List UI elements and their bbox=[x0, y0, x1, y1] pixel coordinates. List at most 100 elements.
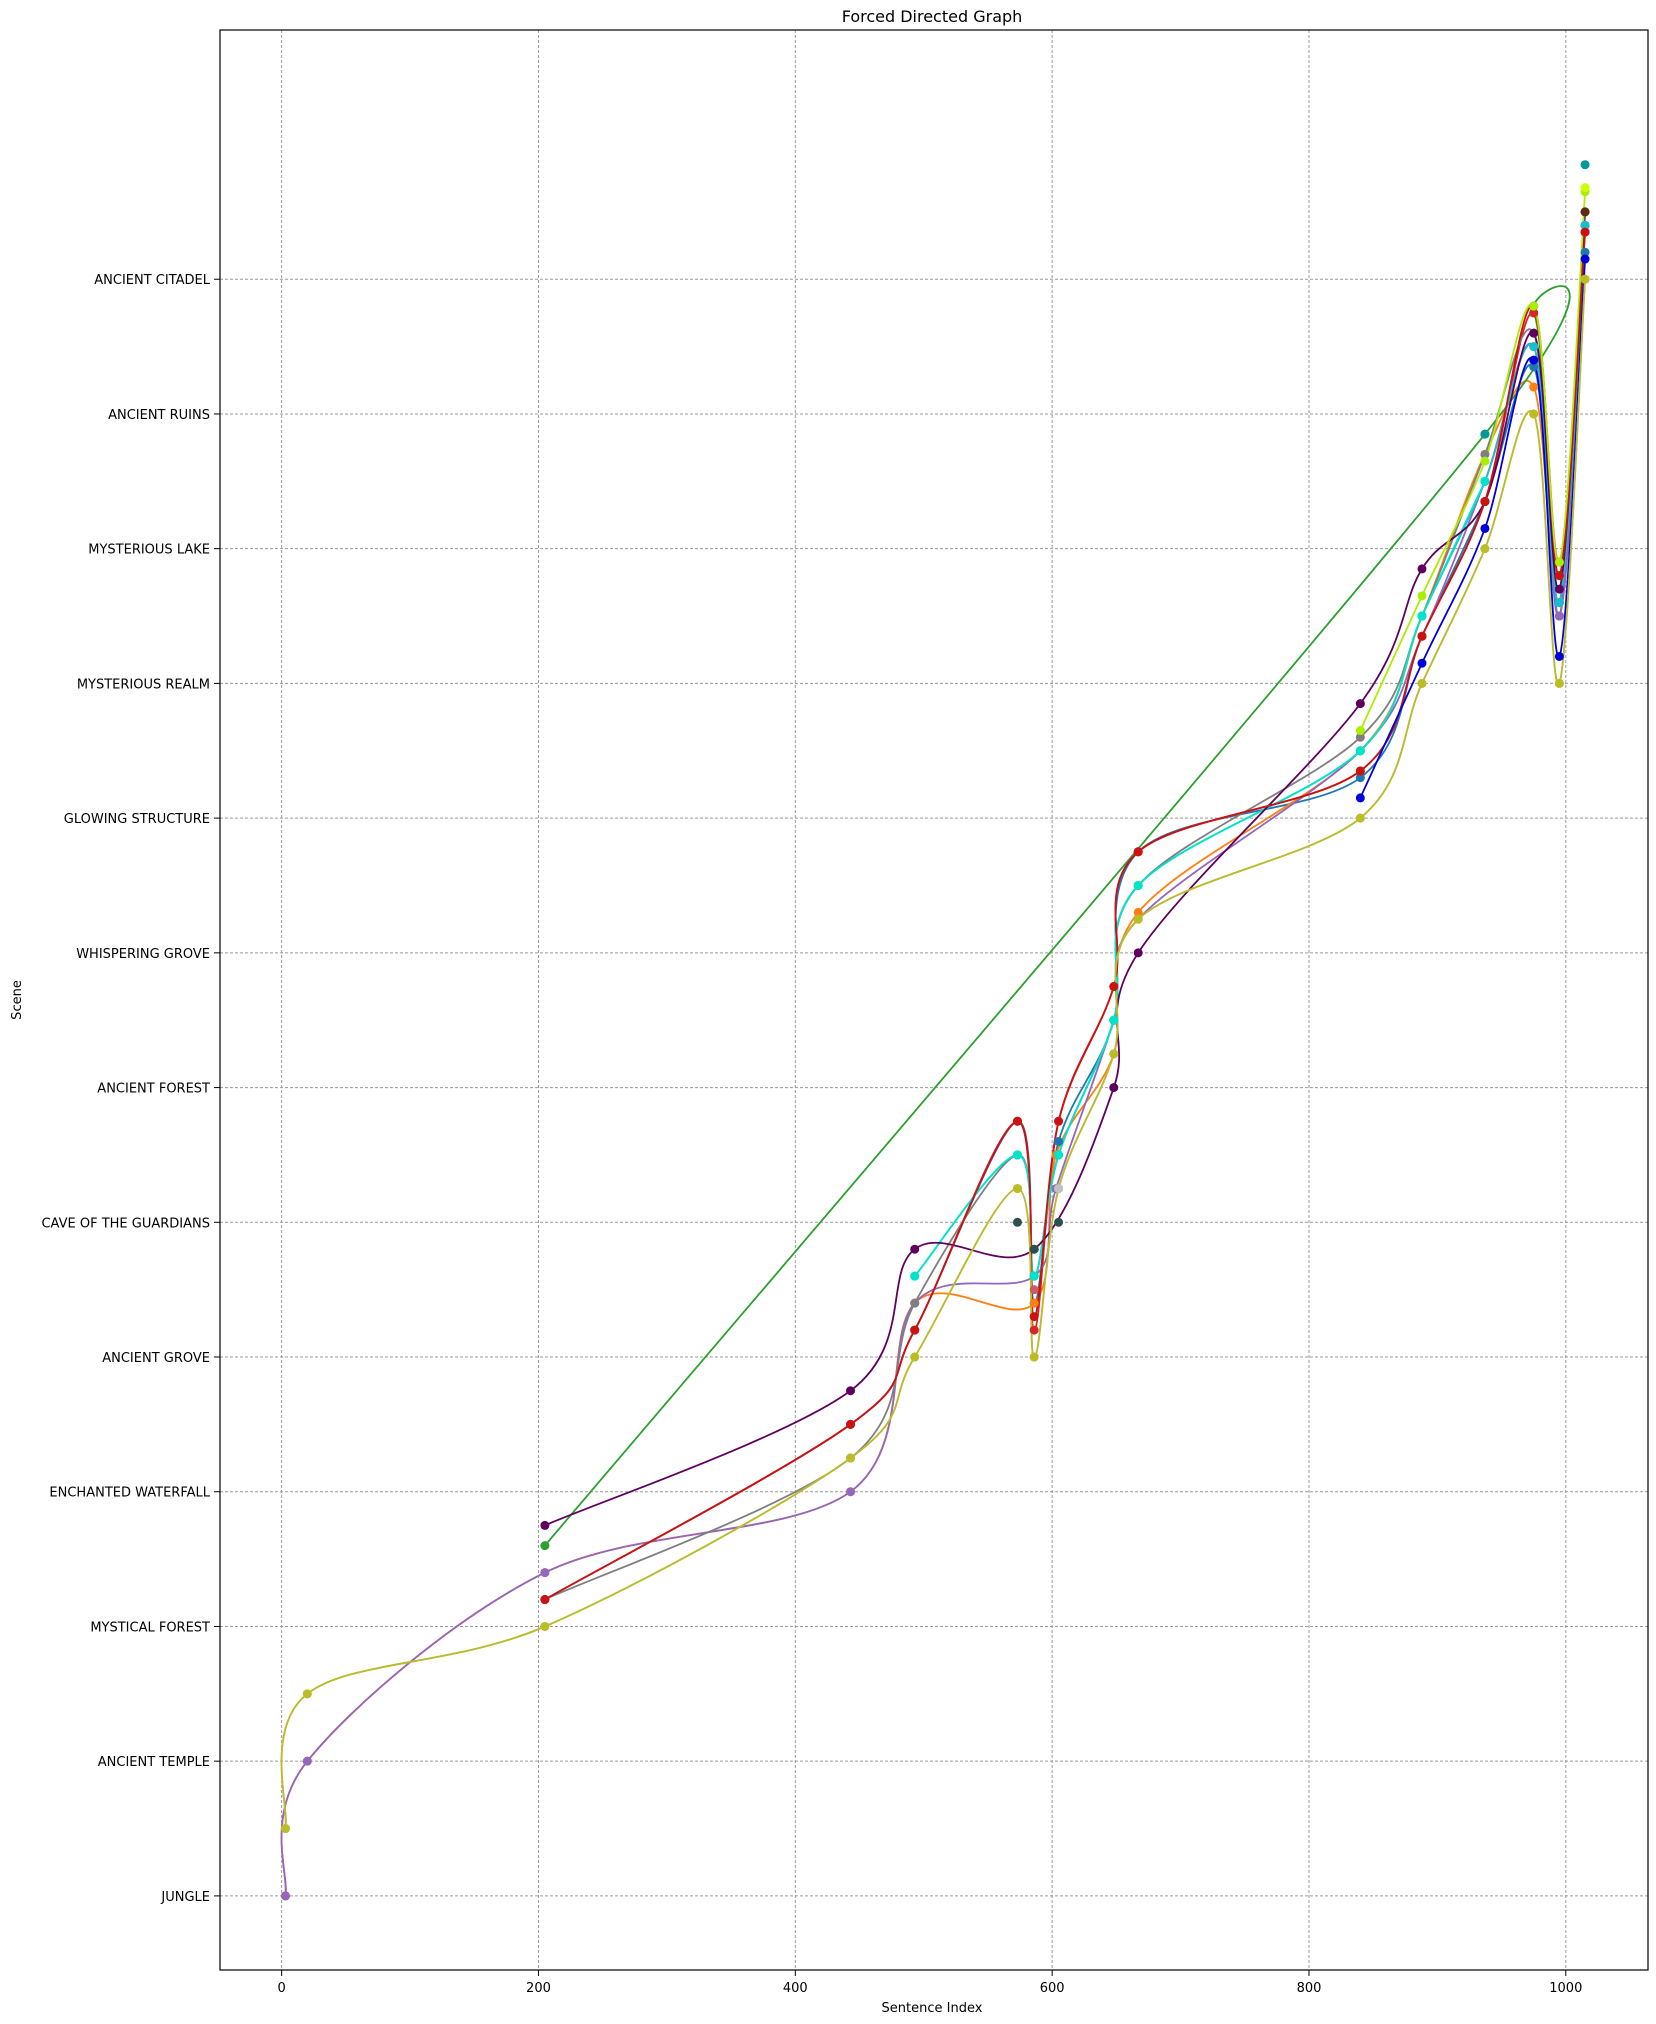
x-tick-label: 600 bbox=[1040, 1981, 1065, 1996]
data-point bbox=[1133, 847, 1143, 857]
data-point bbox=[1580, 183, 1590, 193]
data-point bbox=[1554, 571, 1564, 581]
data-point bbox=[1109, 1015, 1119, 1025]
data-point bbox=[1417, 631, 1427, 641]
data-point bbox=[1480, 429, 1490, 439]
data-point bbox=[1480, 497, 1490, 507]
data-point bbox=[1012, 1217, 1022, 1227]
data-point bbox=[1580, 247, 1590, 257]
x-axis: 0 200 400 600 800 1000 bbox=[277, 1970, 1582, 1996]
data-point bbox=[1355, 773, 1365, 783]
series-line-5 bbox=[544, 225, 1586, 1601]
data-point bbox=[1529, 308, 1539, 318]
data-point bbox=[1109, 1083, 1119, 1093]
data-point bbox=[1554, 557, 1564, 567]
data-point bbox=[1029, 1298, 1039, 1308]
data-point bbox=[540, 1568, 550, 1578]
x-tick-label: 1000 bbox=[1549, 1981, 1582, 1996]
data-point bbox=[1029, 1271, 1039, 1281]
plot-frame bbox=[219, 29, 1649, 1971]
data-point bbox=[846, 1419, 856, 1429]
data-point bbox=[540, 1621, 550, 1631]
data-point bbox=[1529, 362, 1539, 372]
y-tick-label: JUNGLE bbox=[160, 1890, 210, 1905]
data-point bbox=[846, 1386, 856, 1396]
data-point bbox=[1133, 880, 1143, 890]
data-point bbox=[1480, 544, 1490, 554]
series-line-8 bbox=[544, 211, 1586, 1527]
data-point bbox=[1529, 342, 1539, 352]
data-point bbox=[302, 1756, 312, 1766]
data-point bbox=[1580, 274, 1590, 284]
data-point bbox=[1054, 1217, 1064, 1227]
data-point bbox=[1109, 1049, 1119, 1059]
data-point bbox=[1029, 1244, 1039, 1254]
data-point bbox=[1355, 746, 1365, 756]
series-line-2 bbox=[544, 225, 1586, 1547]
y-tick-label: GLOWING STRUCTURE bbox=[64, 812, 210, 827]
data-point bbox=[1012, 1150, 1022, 1160]
x-axis-title: Sentence Index bbox=[882, 2001, 983, 2016]
x-tick-label: 400 bbox=[783, 1981, 808, 1996]
y-tick-label: ANCIENT GROVE bbox=[102, 1351, 210, 1366]
data-point bbox=[1554, 584, 1564, 594]
data-point bbox=[1417, 564, 1427, 574]
data-point bbox=[910, 1244, 920, 1254]
y-tick-label: ANCIENT CITADEL bbox=[94, 273, 211, 288]
x-tick-label: 200 bbox=[526, 1981, 551, 1996]
data-point bbox=[1029, 1325, 1039, 1335]
data-point bbox=[1580, 160, 1590, 170]
y-tick-label: ANCIENT RUINS bbox=[108, 408, 210, 423]
data-point bbox=[540, 1595, 550, 1605]
data-point bbox=[280, 1824, 290, 1834]
data-point bbox=[1029, 1312, 1039, 1322]
data-point bbox=[1417, 611, 1427, 621]
series-line-12 bbox=[280, 279, 1586, 1829]
data-point bbox=[1529, 409, 1539, 419]
data-point bbox=[1355, 726, 1365, 736]
y-tick-label: MYSTERIOUS REALM bbox=[77, 677, 210, 692]
data-point bbox=[1480, 456, 1490, 466]
y-tick-label: ENCHANTED WATERFALL bbox=[49, 1486, 210, 1501]
data-point bbox=[1355, 699, 1365, 709]
data-point bbox=[1554, 611, 1564, 621]
y-tick-label: MYSTERIOUS LAKE bbox=[88, 543, 210, 558]
points-layer bbox=[280, 160, 1590, 1901]
grid-layer bbox=[220, 30, 1648, 1970]
data-point bbox=[1133, 907, 1143, 917]
data-point bbox=[910, 1352, 920, 1362]
data-point bbox=[1054, 1116, 1064, 1126]
data-point bbox=[1109, 982, 1119, 992]
data-point bbox=[1417, 678, 1427, 688]
data-point bbox=[540, 1520, 550, 1530]
series-line-9 bbox=[544, 232, 1586, 1601]
series-line-1 bbox=[280, 211, 1586, 1897]
data-point bbox=[1012, 1184, 1022, 1194]
data-point bbox=[846, 1453, 856, 1463]
data-point bbox=[1355, 732, 1365, 742]
data-point bbox=[1054, 1150, 1064, 1160]
y-tick-label: ANCIENT FOREST bbox=[97, 1082, 210, 1097]
series-line-3 bbox=[544, 232, 1586, 1601]
data-point bbox=[280, 1891, 290, 1901]
data-point bbox=[1355, 813, 1365, 823]
data-point bbox=[1029, 1285, 1039, 1295]
y-axis: JUNGLE ANCIENT TEMPLE MYSTICAL FOREST ENCHA… bbox=[41, 273, 220, 1905]
data-point bbox=[1133, 914, 1143, 924]
data-point bbox=[1554, 598, 1564, 608]
y-tick-label: ANCIENT TEMPLE bbox=[98, 1755, 210, 1770]
y-tick-label: MYSTICAL FOREST bbox=[90, 1620, 210, 1635]
data-point bbox=[302, 1689, 312, 1699]
series-layer bbox=[280, 191, 1586, 1897]
data-point bbox=[1529, 301, 1539, 311]
data-point bbox=[540, 1541, 550, 1551]
data-point bbox=[1480, 523, 1490, 533]
data-point bbox=[1133, 948, 1143, 958]
data-point bbox=[910, 1325, 920, 1335]
data-point bbox=[1529, 355, 1539, 365]
data-point bbox=[1554, 651, 1564, 661]
data-point bbox=[1480, 476, 1490, 486]
data-point bbox=[1529, 382, 1539, 392]
data-point bbox=[910, 1271, 920, 1281]
